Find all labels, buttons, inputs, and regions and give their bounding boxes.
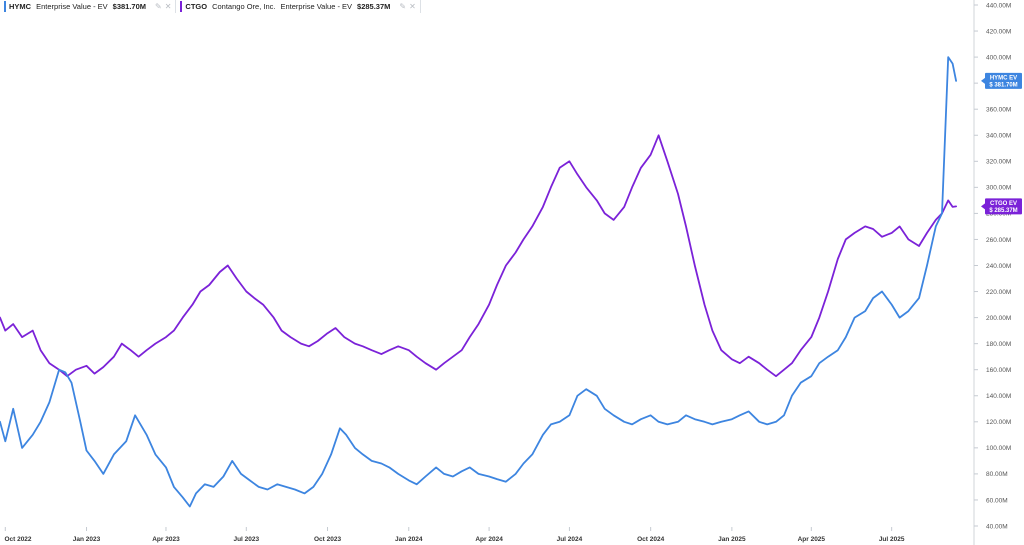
y-tick-label: 220.00M	[986, 289, 1011, 296]
x-tick-label: Oct 2023	[314, 536, 341, 543]
legend-swatch-hymc	[4, 1, 6, 12]
close-icon[interactable]: ✕	[409, 2, 416, 11]
y-tick-label: 340.00M	[986, 133, 1011, 140]
x-tick-label: Jul 2023	[233, 536, 259, 543]
legend-value: $285.37M	[357, 2, 391, 11]
legend-metric: Enterprise Value - EV	[36, 2, 108, 11]
x-tick-label: Oct 2024	[637, 536, 664, 543]
y-tick-label: 40.00M	[986, 523, 1008, 530]
x-tick-label: Jan 2023	[73, 536, 101, 543]
y-tick-label: 360.00M	[986, 107, 1011, 114]
flag-label: CTGO EV	[990, 201, 1017, 207]
legend-ticker: HYMC	[9, 2, 32, 11]
flag-value: $ 285.37M	[989, 208, 1017, 214]
y-tick-label: 320.00M	[986, 159, 1011, 166]
x-tick-label: Apr 2023	[152, 536, 180, 543]
value-flag: CTGO EV$ 285.37M	[981, 198, 1022, 215]
y-tick-label: 100.00M	[986, 445, 1011, 452]
x-tick-label: Apr 2025	[798, 536, 826, 543]
legend-bar: HYMC Enterprise Value - EV $381.70M ✎ ✕ …	[0, 0, 421, 13]
x-tick-label: Jul 2024	[557, 536, 583, 543]
y-tick-label: 420.00M	[986, 28, 1011, 35]
series-line-hymc	[0, 56, 957, 508]
y-tick-label: 120.00M	[986, 419, 1011, 426]
y-tick-label: 260.00M	[986, 237, 1011, 244]
y-tick-label: 240.00M	[986, 263, 1011, 270]
x-tick-label: Jul 2025	[879, 536, 905, 543]
x-tick-label: Apr 2024	[475, 536, 503, 543]
flag-label: HYMC EV	[990, 75, 1017, 81]
y-tick-label: 180.00M	[986, 341, 1011, 348]
flag-value: $ 381.70M	[989, 82, 1017, 88]
legend-item-ctgo[interactable]: CTGO Contango Ore, Inc. Enterprise Value…	[176, 0, 421, 13]
x-tick-label: Jan 2024	[395, 536, 423, 543]
legend-value: $381.70M	[112, 2, 147, 11]
y-tick-label: 200.00M	[986, 315, 1011, 322]
value-flag: HYMC EV$ 381.70M	[981, 72, 1022, 89]
y-tick-label: 400.00M	[986, 54, 1011, 61]
legend-ticker: CTGO	[185, 2, 208, 11]
close-icon[interactable]: ✕	[164, 2, 172, 11]
x-tick-label: Jan 2025	[718, 536, 746, 543]
legend-metric: Enterprise Value - EV	[280, 2, 353, 11]
y-tick-label: 440.00M	[986, 2, 1011, 9]
legend-item-hymc[interactable]: HYMC Enterprise Value - EV $381.70M ✎ ✕	[0, 0, 177, 13]
series-layer	[0, 56, 957, 508]
x-tick-label: Oct 2022	[4, 536, 31, 543]
x-axis-ticks: Oct 2022 Jan 2023 Apr 2023 Jul 2023 Oct 2023…	[4, 527, 905, 543]
edit-icon[interactable]: ✎	[155, 2, 162, 11]
legend-swatch-ctgo	[180, 1, 183, 12]
edit-icon[interactable]: ✎	[399, 2, 407, 11]
value-flags: HYMC EV$ 381.70M CTGO EV$ 285.37M	[981, 72, 1022, 215]
y-tick-label: 300.00M	[986, 185, 1011, 192]
y-tick-label: 160.00M	[986, 367, 1011, 374]
y-tick-label: 60.00M	[986, 497, 1008, 504]
y-tick-label: 140.00M	[986, 393, 1011, 400]
series-line-ctgo	[0, 134, 957, 378]
y-tick-label: 80.00M	[986, 471, 1008, 478]
legend-company-name: Contango Ore, Inc.	[212, 2, 276, 11]
